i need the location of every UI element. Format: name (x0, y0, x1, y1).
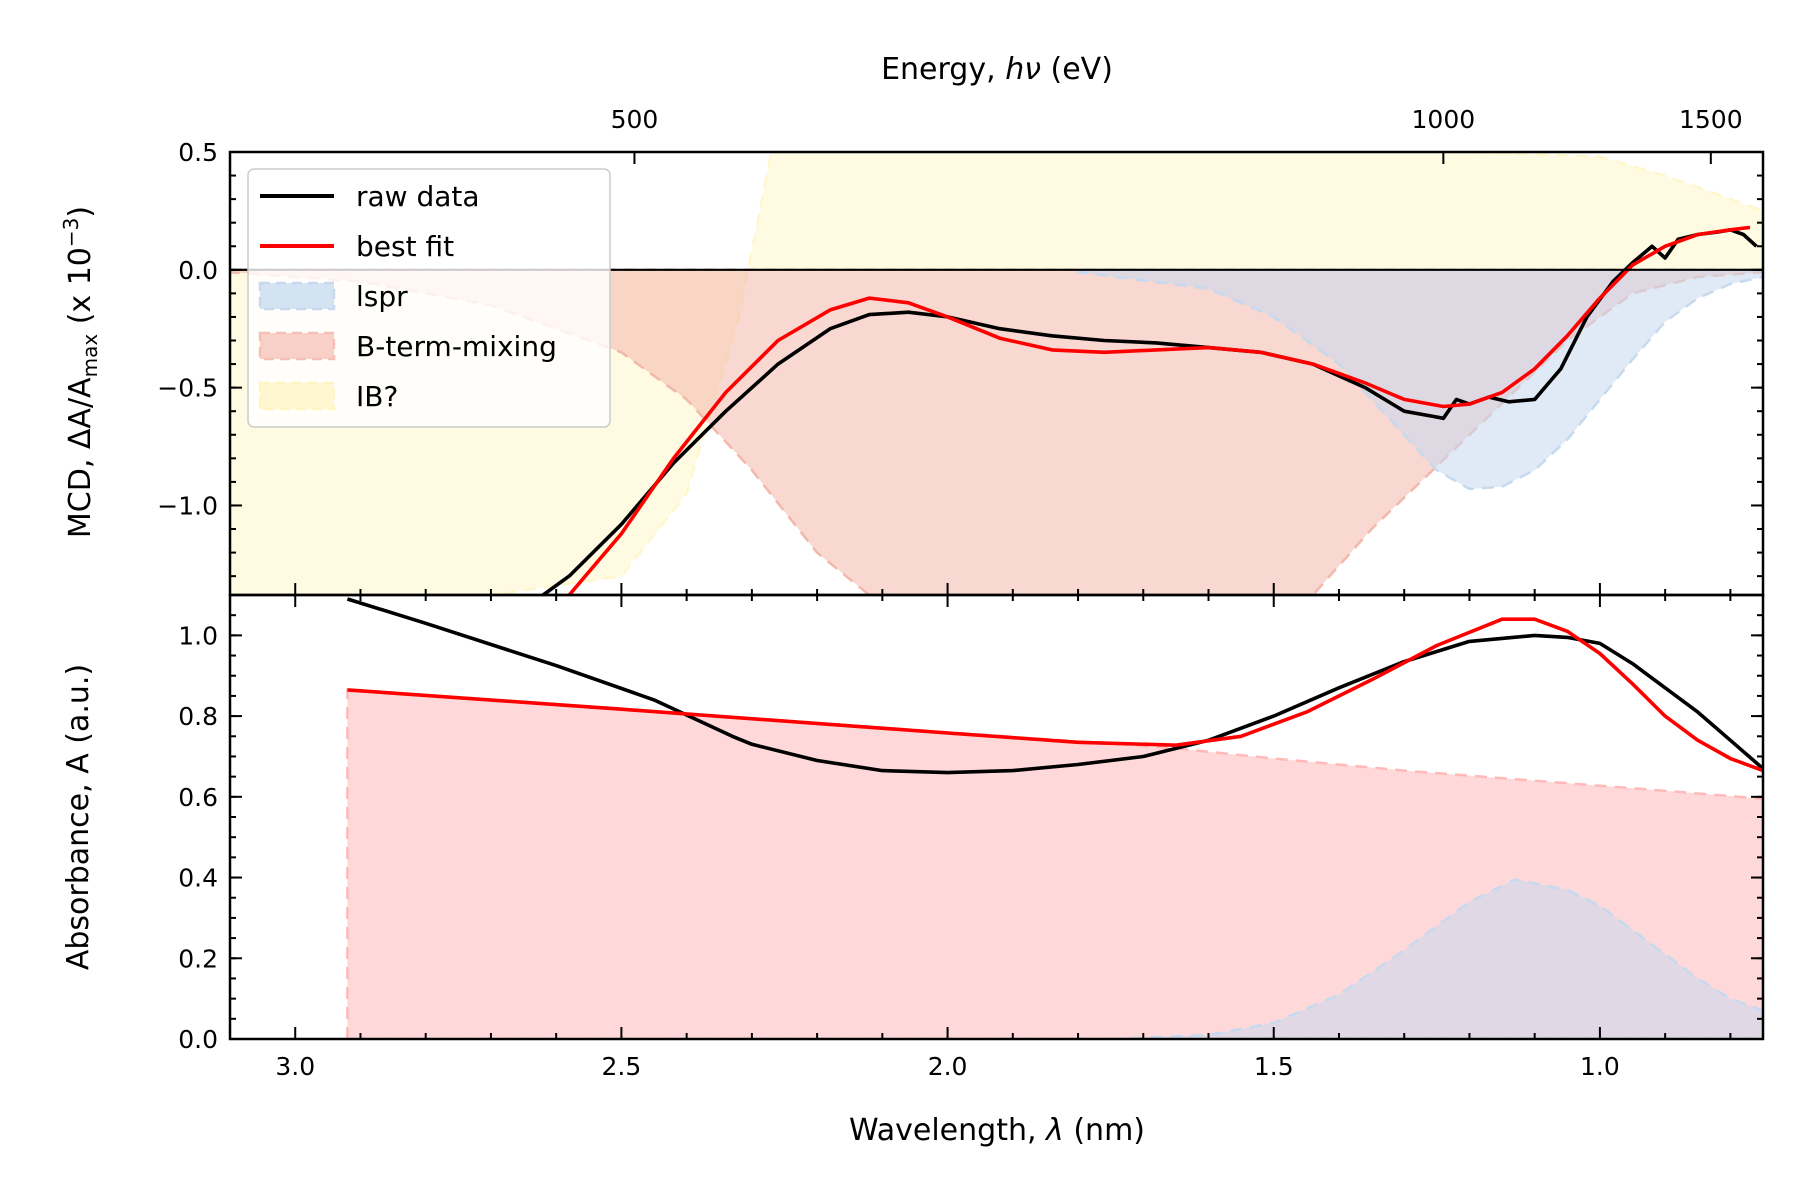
y-label-subscript: max (78, 334, 102, 378)
bottom-y-tick-label: 0.0 (178, 1025, 218, 1054)
legend-swatch-b-term-mixing (258, 331, 336, 361)
bottom-y-tick-label: 0.4 (178, 864, 218, 893)
bottom-y-tick-label: 1.0 (178, 621, 218, 650)
x-axis-label: Wavelength, λ (nm) (849, 1113, 1145, 1148)
bottom-plot-frame (228, 593, 1765, 1041)
x-tick-label: 2.5 (602, 1052, 642, 1081)
energy-tick-label: 1500 (1679, 105, 1743, 134)
x-tick-label: 3.0 (275, 1052, 315, 1081)
bottom-lspr-area (1110, 878, 1763, 1039)
bottom-y-tick-label: 0.2 (178, 944, 218, 973)
bottom-y-tick-label: 0.6 (178, 783, 218, 812)
legend-swatch-lspr (258, 281, 336, 311)
top-y-axis-label: MCD, ΔA/Amax (x 10−3) (59, 206, 102, 538)
x-tick-label: 2.0 (928, 1052, 968, 1081)
top-series-layer (230, 152, 1763, 595)
top-y-tick-label: 0.0 (178, 256, 218, 285)
energy-tick-label: 1000 (1412, 105, 1476, 134)
top-y-tick-label: −1.0 (157, 491, 218, 520)
energy-tick-label: 500 (611, 105, 659, 134)
top-ib-area (230, 152, 1763, 595)
legend-label-b-term-mixing: B-term-mixing (356, 330, 557, 363)
bottom-best-fit-line (347, 617, 1763, 773)
legend-label-best-fit: best fit (356, 230, 454, 263)
x-tick-label: 1.0 (1580, 1052, 1620, 1081)
bottom-y-axis-label: Absorbance, A (a.u.) (61, 664, 96, 970)
x-tick-label: 1.5 (1254, 1052, 1294, 1081)
legend-box (247, 168, 611, 428)
top-y-tick-label: 0.5 (178, 138, 218, 167)
legend-swatch-ib (258, 381, 336, 411)
top-lspr-area (1076, 268, 1763, 491)
top-y-tick-label: −0.5 (157, 374, 218, 403)
legend-label-ib: IB? (356, 380, 398, 413)
legend-label-lspr: lspr (356, 280, 408, 313)
bottom-series-layer (346, 597, 1763, 1039)
legend: raw data best fit lspr B-term-mixing IB? (247, 168, 611, 428)
top-raw-data-line (542, 228, 1758, 595)
y-label-exponent: −3 (59, 218, 83, 247)
bottom-y-tick-label: 0.8 (178, 702, 218, 731)
top-best-fit-line (567, 225, 1751, 595)
legend-label-raw-data: raw data (356, 180, 480, 213)
top-axis-label: Energy, hν (eV) (881, 52, 1113, 87)
